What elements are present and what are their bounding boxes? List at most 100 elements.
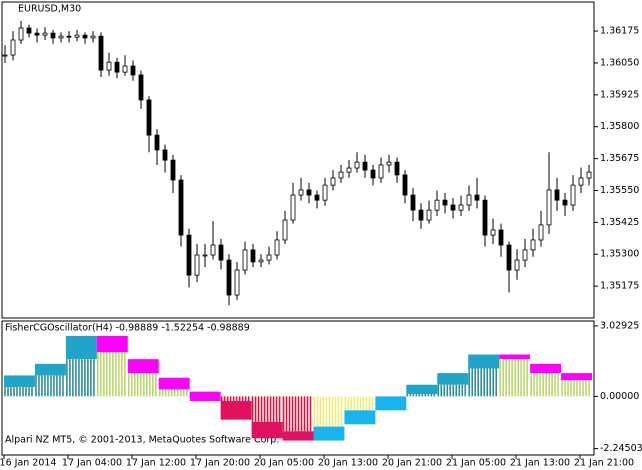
band-step — [220, 401, 252, 420]
candle-body — [554, 189, 560, 201]
candle-body — [578, 177, 584, 186]
candle-body — [82, 34, 88, 39]
candle-body — [498, 229, 504, 246]
candle-body — [130, 65, 136, 76]
candle-body — [466, 194, 472, 206]
band-step — [34, 363, 66, 376]
candle-body — [538, 224, 544, 241]
candle-body — [146, 99, 152, 136]
candle-body — [178, 179, 184, 236]
candle-body — [514, 259, 520, 271]
candle-body — [546, 189, 552, 226]
candle-body — [386, 161, 392, 166]
candle-body — [410, 194, 416, 211]
x-tick-label: 17 Jan 12:00 — [126, 458, 186, 469]
band-step — [65, 335, 97, 360]
candle-body — [458, 204, 464, 211]
y-tick-label: 3.02925 — [600, 320, 639, 331]
x-tick-label: 17 Jan 04:00 — [62, 458, 122, 469]
band-step — [344, 410, 376, 425]
candle-body — [298, 189, 304, 196]
candle-body — [370, 169, 376, 179]
band-step — [437, 373, 469, 385]
y-tick-label: 1.35675 — [600, 153, 639, 164]
candle-body — [154, 134, 160, 151]
y-tick-label: 1.36175 — [600, 26, 639, 37]
candle-body — [362, 161, 368, 171]
y-tick-label: 1.36050 — [600, 57, 639, 68]
x-tick-label: 21 Jan 13:00 — [510, 458, 570, 469]
band-step — [251, 421, 283, 439]
candle-body — [418, 209, 424, 221]
band-step — [127, 359, 159, 374]
candle-body — [138, 74, 144, 101]
candle-body — [242, 249, 248, 271]
candle-body — [306, 189, 312, 196]
candle-body — [98, 35, 104, 71]
candle-body — [586, 171, 592, 179]
band-step — [4, 375, 35, 388]
candle-body — [2, 54, 8, 57]
candle-body — [402, 174, 408, 196]
band-step — [561, 373, 592, 381]
y-tick-label: 1.35800 — [600, 121, 639, 132]
candle-body — [450, 204, 456, 211]
footer: Alpari NZ MT5, © 2001-2013, MetaQuotes S… — [5, 435, 279, 446]
band-step — [282, 431, 314, 441]
candle-body — [274, 239, 280, 256]
candle-body — [66, 35, 72, 38]
candle-body — [114, 61, 120, 73]
chart-title: EURUSD,M30 — [18, 4, 81, 15]
candle-body — [58, 35, 64, 39]
x-tick-label: 20 Jan 13:00 — [318, 458, 378, 469]
price-panel — [1, 1, 595, 319]
candle-body — [170, 159, 176, 181]
candle-body — [314, 194, 320, 201]
candle-body — [426, 209, 432, 221]
candle-body — [346, 167, 352, 173]
candle-body — [442, 199, 448, 206]
candle-body — [34, 32, 40, 36]
candle-body — [202, 254, 208, 257]
band-step — [313, 426, 345, 441]
band-step — [96, 335, 128, 353]
band-step — [499, 354, 531, 360]
candle-body — [42, 32, 48, 36]
candle-body — [354, 161, 360, 169]
candle-body — [266, 254, 272, 261]
y-tick-label: 0.00000 — [600, 391, 639, 402]
candle-body — [50, 32, 56, 39]
candle-body — [378, 164, 384, 179]
band-step — [468, 354, 500, 369]
candle-body — [122, 65, 128, 73]
x-tick-label: 20 Jan 05:00 — [254, 458, 314, 469]
x-tick-label: 21 Jan 21:00 — [574, 458, 634, 469]
candle-body — [218, 244, 224, 261]
y-tick-label: 1.35425 — [600, 217, 639, 228]
x-tick-label: 17 Jan 20:00 — [190, 458, 250, 469]
candle-body — [162, 149, 168, 161]
candle-body — [90, 35, 96, 39]
candle-body — [394, 161, 400, 176]
y-tick-label: 1.35550 — [600, 185, 639, 196]
band-step — [406, 384, 438, 395]
candle-body — [506, 244, 512, 271]
candle-body — [282, 219, 288, 241]
candle-body — [290, 194, 296, 221]
y-tick-label: 1.35925 — [600, 89, 639, 100]
candle-body — [10, 39, 16, 56]
candle-body — [258, 259, 264, 263]
candle-body — [18, 27, 24, 41]
candle-body — [482, 199, 488, 236]
candle-body — [562, 199, 568, 206]
x-tick-label: 16 Jan 2014 — [0, 458, 56, 469]
candle-body — [194, 254, 200, 276]
candle-body — [530, 239, 536, 251]
x-tick-label: 20 Jan 21:00 — [382, 458, 442, 469]
candle-body — [106, 61, 112, 71]
candle-body — [74, 34, 80, 38]
band-step — [375, 396, 407, 411]
band-step — [189, 391, 221, 402]
indicator-title: FisherCGOscillator(H4) -0.98889 -1.52254… — [5, 323, 250, 334]
